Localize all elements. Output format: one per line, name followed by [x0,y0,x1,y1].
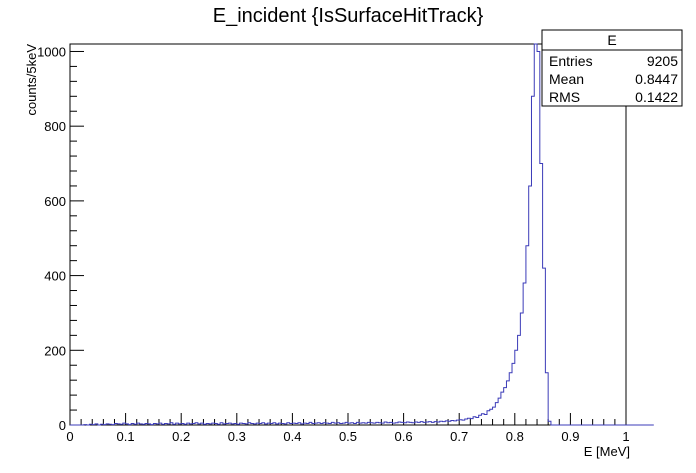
y-tick-label: 800 [44,119,66,134]
y-tick-label: 600 [44,194,66,209]
stats-rms-label: RMS [549,89,580,105]
stats-mean-value: 0.8447 [635,71,678,87]
x-tick-label: 1 [622,429,629,444]
x-axis-label: E [MeV] [584,444,630,459]
y-tick-label: 400 [44,269,66,284]
x-tick-label: 0.1 [117,429,135,444]
x-tick-label: 0.9 [561,429,579,444]
x-tick-label: 0.4 [283,429,301,444]
x-tick-label: 0.8 [506,429,524,444]
x-tick-label: 0.7 [450,429,468,444]
x-axis: 0 0.1 0.2 0.3 0.4 0.5 0.6 0.7 0.8 0.9 1 [66,413,630,444]
x-tick-label: 0.2 [172,429,190,444]
y-axis-label: counts/5keV [24,44,39,116]
y-tick-label: 1000 [37,44,66,59]
x-tick-label: 0.3 [228,429,246,444]
stats-box-frame [541,29,683,107]
chart-title: E_incident {IsSurfaceHitTrack} [213,5,484,27]
y-axis: 0 200 400 600 800 1000 [37,44,84,433]
stats-entries-label: Entries [549,53,593,69]
y-tick-label: 0 [59,418,66,433]
x-tick-label: 0.5 [339,429,357,444]
stats-box: E Entries 9205 Mean 0.8447 RMS 0.1422 [541,29,683,107]
stats-entries-value: 9205 [647,53,678,69]
y-tick-label: 200 [44,343,66,358]
x-tick-label: 0 [66,429,73,444]
stats-mean-label: Mean [549,71,584,87]
x-tick-label: 0.6 [395,429,413,444]
stats-title: E [607,32,616,48]
histogram-series-line [70,43,654,426]
stats-rms-value: 0.1422 [635,89,678,105]
